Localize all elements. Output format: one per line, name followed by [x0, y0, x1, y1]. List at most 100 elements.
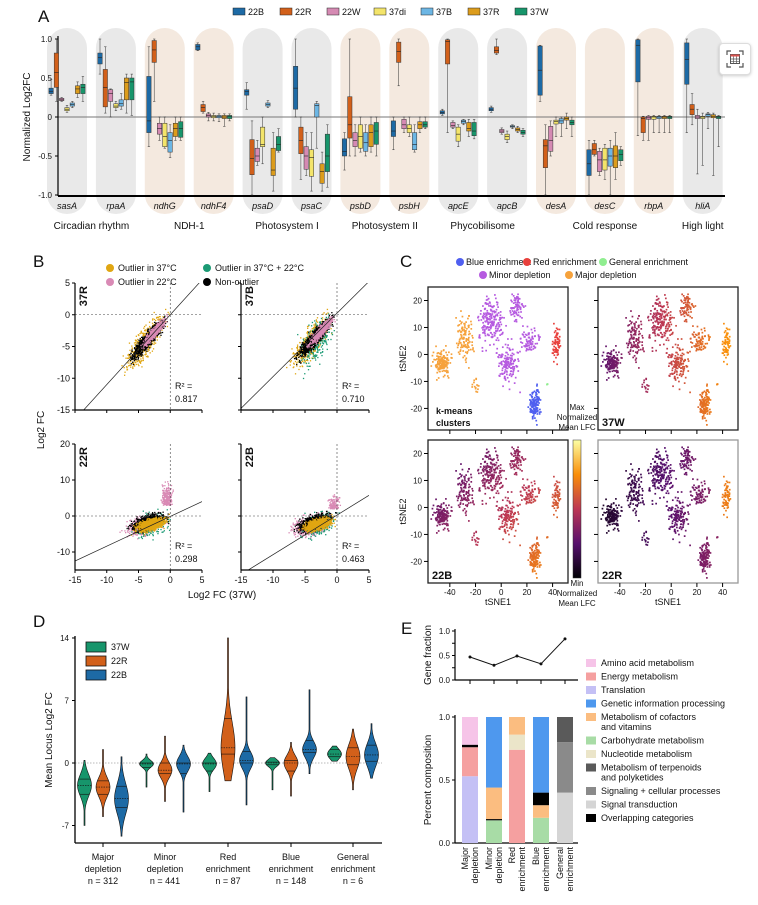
data-point — [309, 341, 312, 343]
gene-label-psaD: psaD — [251, 201, 274, 211]
data-point — [162, 319, 164, 322]
data-point — [143, 327, 145, 329]
data-point — [325, 327, 327, 329]
data-point — [146, 333, 149, 335]
data-point — [313, 349, 315, 352]
data-point — [315, 335, 318, 337]
data-point — [297, 359, 299, 361]
data-point — [143, 337, 145, 340]
data-point — [331, 314, 333, 317]
box-desA-22B — [537, 45, 543, 96]
gene-label-rbpA: rbpA — [644, 201, 663, 211]
data-point — [308, 348, 311, 350]
data-point — [302, 338, 305, 340]
data-point — [135, 349, 138, 352]
box-sasA-22B — [48, 87, 54, 94]
data-point — [131, 347, 133, 349]
data-point — [124, 371, 126, 373]
data-point — [320, 325, 323, 327]
data-point — [313, 331, 315, 333]
box-ndhF4-37W — [227, 115, 233, 119]
data-point — [157, 328, 160, 330]
y-tick-label: -5 — [62, 342, 70, 352]
data-point — [295, 358, 298, 360]
data-point — [303, 337, 305, 340]
data-point — [137, 343, 139, 345]
data-point — [318, 349, 320, 351]
box-psaC-22B — [293, 66, 299, 110]
box-hliA-22R — [689, 104, 695, 115]
data-point — [145, 344, 148, 346]
data-point — [324, 337, 326, 339]
data-point — [166, 318, 168, 320]
box-desC-37B — [607, 147, 613, 167]
box-apcE-22R — [445, 39, 451, 65]
group-label: Photosystem II — [352, 221, 418, 232]
box-desC-22W — [597, 151, 603, 172]
data-point — [317, 351, 319, 353]
data-point — [135, 519, 137, 521]
data-point — [311, 342, 313, 345]
box-sasA-37W — [80, 83, 86, 94]
data-point — [302, 341, 304, 343]
data-point — [305, 353, 307, 356]
box-psbH-22W — [401, 119, 407, 129]
data-point — [132, 521, 134, 523]
data-point — [324, 335, 327, 338]
data-point — [161, 320, 163, 323]
data-point — [158, 329, 161, 331]
data-point — [135, 534, 137, 536]
data-point — [166, 321, 168, 323]
data-point — [145, 338, 147, 341]
data-point — [164, 322, 166, 324]
data-point — [323, 332, 325, 334]
data-point — [330, 325, 332, 327]
data-point — [137, 347, 139, 349]
data-point — [321, 328, 323, 331]
box-psaD-22B — [244, 89, 250, 96]
data-point — [130, 355, 132, 358]
data-point — [141, 340, 143, 343]
data-point — [328, 325, 330, 327]
data-point — [129, 354, 131, 356]
data-point — [147, 329, 149, 332]
data-point — [315, 319, 318, 321]
data-point — [313, 335, 316, 338]
data-point — [157, 323, 159, 325]
data-point — [137, 356, 140, 359]
data-point — [151, 326, 154, 329]
data-point — [308, 333, 310, 335]
data-point — [148, 336, 150, 339]
data-point — [307, 325, 310, 327]
data-point — [322, 333, 324, 335]
data-point — [317, 345, 319, 347]
data-point — [311, 333, 313, 335]
box-hliA-37W — [716, 115, 722, 119]
data-point — [153, 326, 155, 329]
box-ndhF4-22R — [200, 104, 206, 112]
data-point — [166, 325, 169, 328]
data-point — [331, 318, 333, 320]
data-point — [320, 324, 323, 327]
data-point — [132, 362, 135, 365]
gene-label-psbD: psbD — [349, 201, 372, 211]
data-point — [306, 358, 308, 361]
y-tick-label: 0.5 — [41, 74, 53, 83]
data-point — [137, 352, 139, 355]
data-point — [296, 347, 299, 349]
data-point — [151, 335, 153, 337]
data-point — [141, 354, 144, 356]
data-point — [315, 359, 317, 361]
data-point — [327, 313, 330, 315]
data-point — [137, 357, 140, 359]
data-point — [296, 349, 299, 352]
data-point — [315, 320, 318, 322]
data-point — [153, 333, 155, 335]
data-point — [330, 316, 332, 318]
data-point — [320, 336, 323, 338]
data-point — [154, 324, 156, 326]
data-point — [153, 321, 156, 324]
data-point — [312, 348, 315, 350]
data-point — [326, 324, 328, 327]
data-point — [295, 356, 297, 359]
